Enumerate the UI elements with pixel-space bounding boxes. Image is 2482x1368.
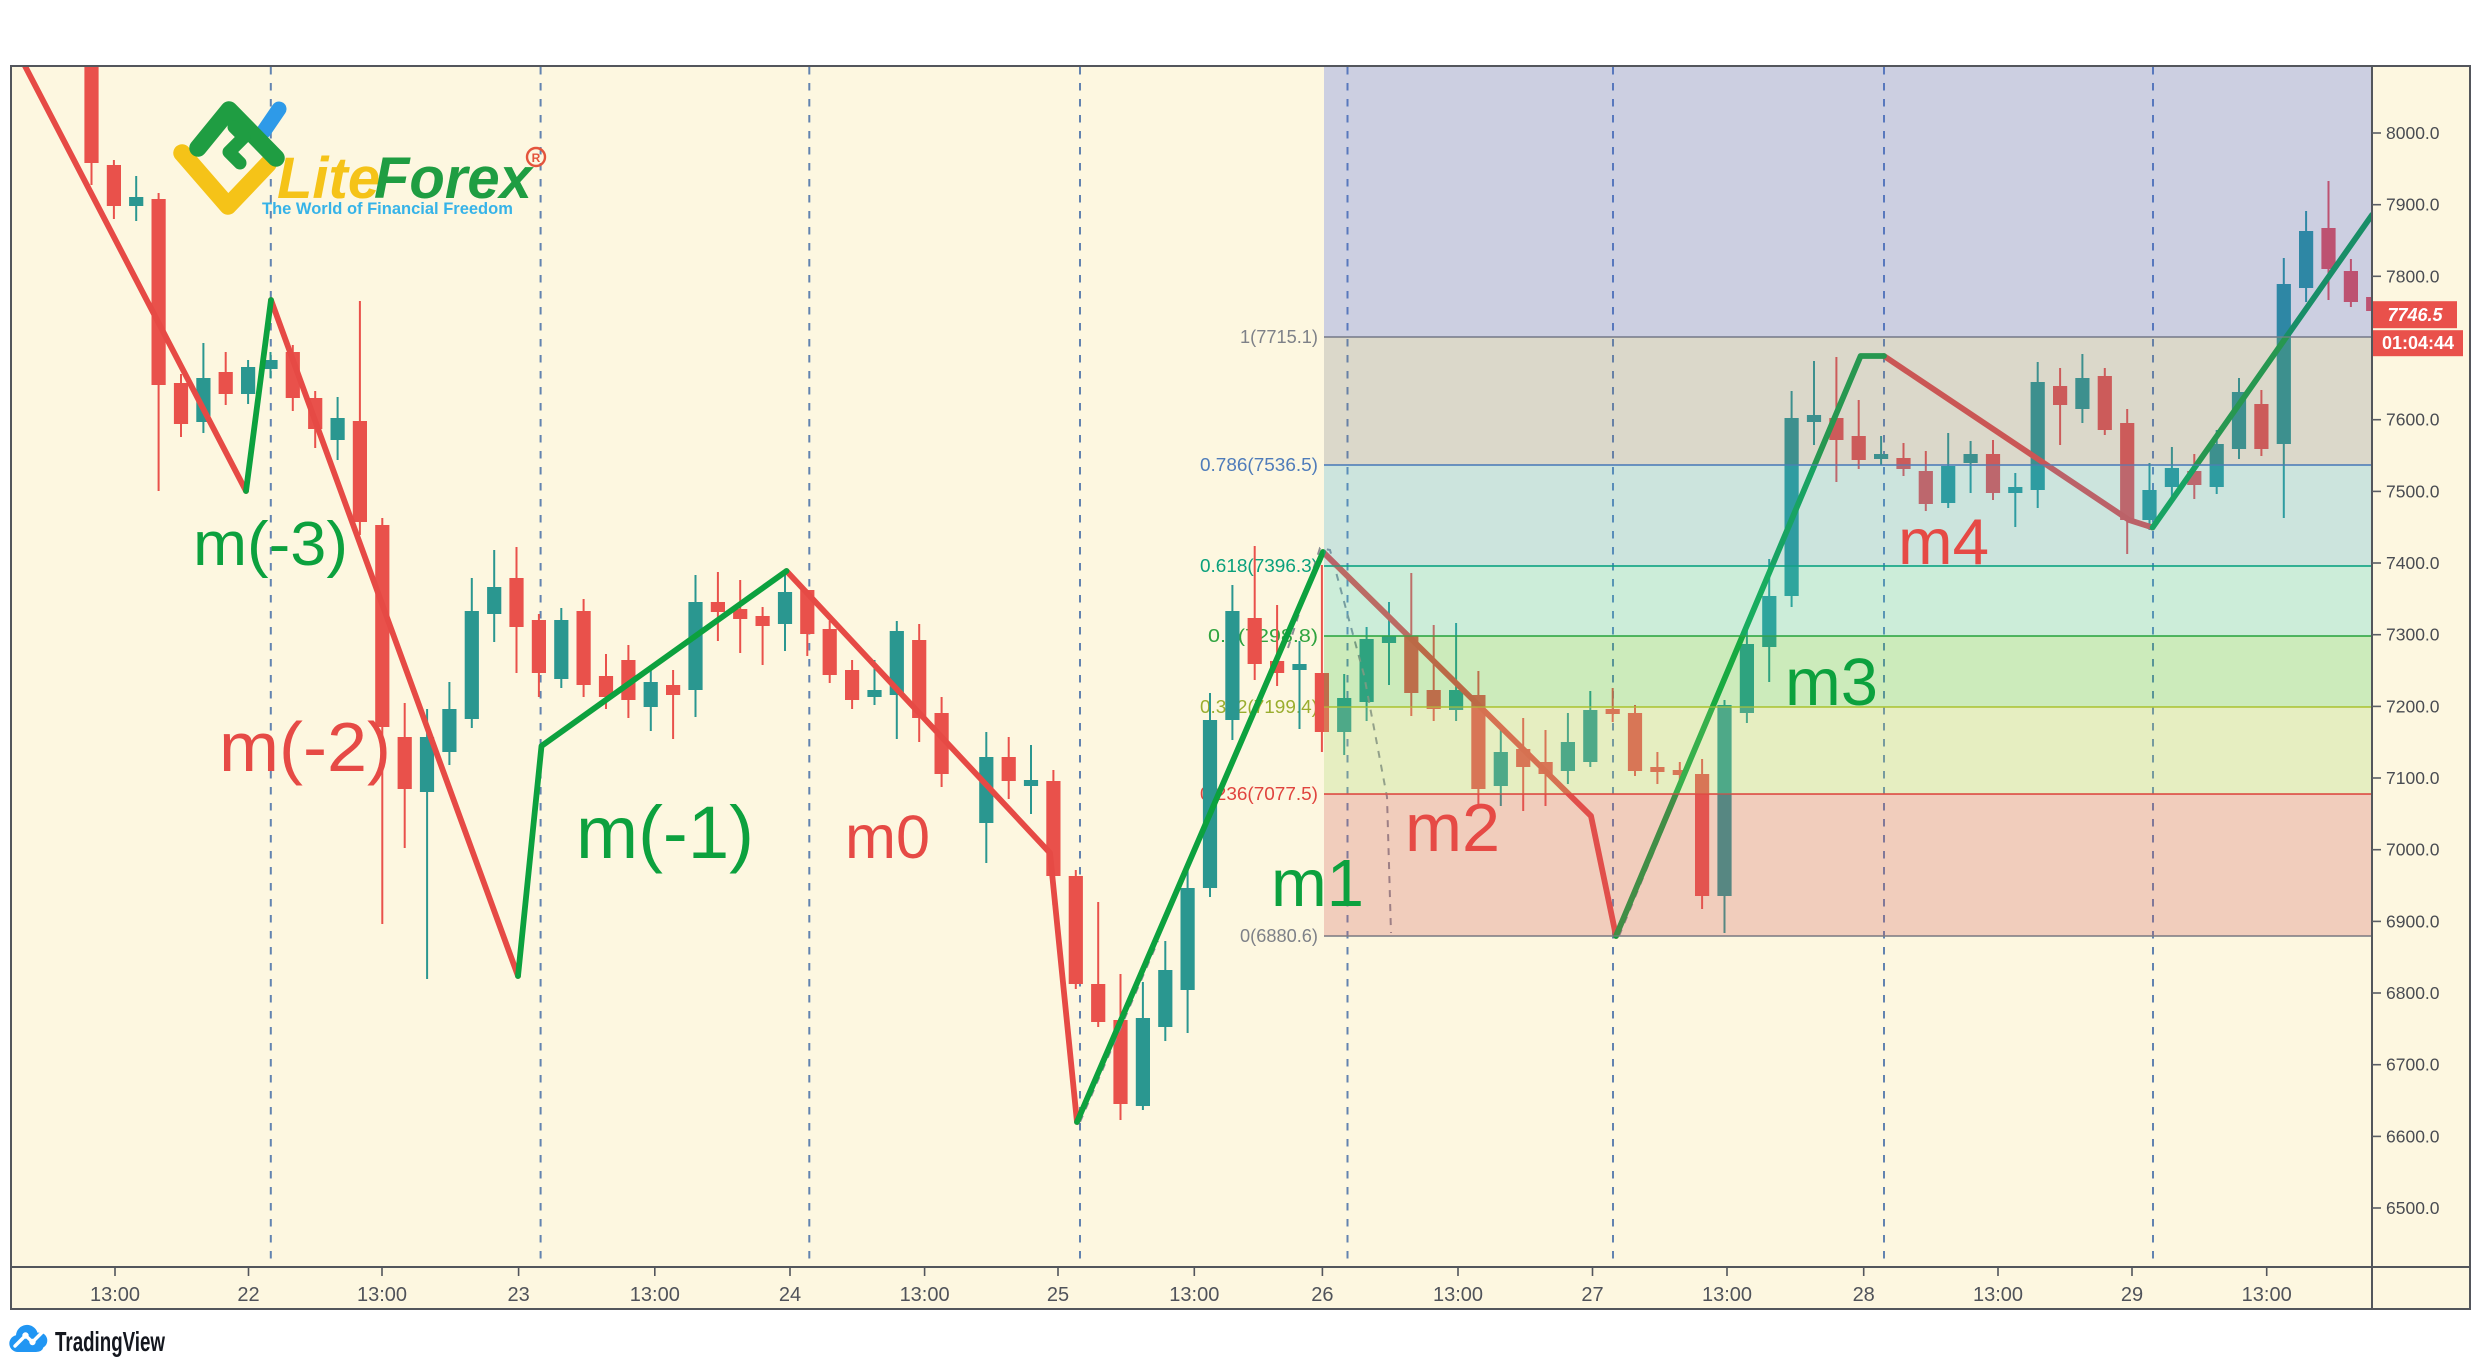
svg-text:R: R: [532, 151, 541, 165]
svg-text:28: 28: [1853, 1284, 1875, 1306]
svg-text:TradingView: TradingView: [55, 1326, 165, 1357]
svg-text:26: 26: [1311, 1284, 1333, 1306]
svg-text:13:00: 13:00: [1169, 1284, 1219, 1306]
svg-text:6600.0: 6600.0: [2386, 1126, 2440, 1146]
svg-text:13:00: 13:00: [1433, 1284, 1483, 1306]
svg-text:The World of Financial Freedom: The World of Financial Freedom: [262, 200, 513, 218]
svg-text:0(6880.6): 0(6880.6): [1240, 926, 1318, 946]
svg-text:0.236(7077.5): 0.236(7077.5): [1200, 784, 1318, 804]
svg-text:7800.0: 7800.0: [2386, 266, 2440, 286]
svg-text:6800.0: 6800.0: [2386, 983, 2440, 1003]
svg-text:13:00: 13:00: [630, 1284, 680, 1306]
svg-text:29: 29: [2121, 1284, 2143, 1306]
svg-text:m3: m3: [1785, 645, 1878, 720]
svg-text:m0: m0: [845, 803, 930, 871]
svg-text:8000.0: 8000.0: [2386, 123, 2440, 143]
svg-text:Lite: Lite: [277, 146, 380, 211]
svg-text:25: 25: [1047, 1284, 1069, 1306]
svg-text:7600.0: 7600.0: [2386, 410, 2440, 430]
svg-text:0.5(7298.8): 0.5(7298.8): [1208, 626, 1318, 646]
svg-text:13:00: 13:00: [1973, 1284, 2023, 1306]
svg-text:m2: m2: [1405, 790, 1500, 866]
svg-text:0.786(7536.5): 0.786(7536.5): [1200, 455, 1318, 475]
svg-text:13:00: 13:00: [90, 1284, 140, 1306]
svg-text:7000.0: 7000.0: [2386, 840, 2440, 860]
svg-text:m1: m1: [1271, 846, 1364, 921]
svg-text:m(-1): m(-1): [576, 791, 754, 874]
svg-text:7900.0: 7900.0: [2386, 195, 2440, 215]
svg-text:01:04:44: 01:04:44: [2382, 333, 2454, 353]
svg-text:7100.0: 7100.0: [2386, 768, 2440, 788]
svg-text:7746.5: 7746.5: [2387, 305, 2443, 325]
svg-text:m(-2): m(-2): [219, 708, 391, 786]
svg-text:6500.0: 6500.0: [2386, 1198, 2440, 1218]
svg-text:6700.0: 6700.0: [2386, 1055, 2440, 1075]
svg-text:7500.0: 7500.0: [2386, 481, 2440, 501]
svg-text:0.618(7396.3): 0.618(7396.3): [1200, 556, 1318, 576]
svg-text:6900.0: 6900.0: [2386, 911, 2440, 931]
svg-text:13:00: 13:00: [357, 1284, 407, 1306]
svg-text:24: 24: [779, 1284, 801, 1306]
svg-text:13:00: 13:00: [2242, 1284, 2292, 1306]
svg-text:22: 22: [237, 1284, 259, 1306]
svg-text:27: 27: [1581, 1284, 1603, 1306]
svg-text:13:00: 13:00: [900, 1284, 950, 1306]
svg-text:7300.0: 7300.0: [2386, 625, 2440, 645]
svg-text:m4: m4: [1898, 505, 1989, 578]
svg-text:m(-3): m(-3): [193, 510, 348, 579]
svg-text:23: 23: [507, 1284, 529, 1306]
svg-text:7200.0: 7200.0: [2386, 696, 2440, 716]
svg-text:13:00: 13:00: [1702, 1284, 1752, 1306]
svg-text:7400.0: 7400.0: [2386, 553, 2440, 573]
svg-text:1(7715.1): 1(7715.1): [1240, 327, 1318, 347]
svg-text:Forex: Forex: [374, 146, 535, 211]
